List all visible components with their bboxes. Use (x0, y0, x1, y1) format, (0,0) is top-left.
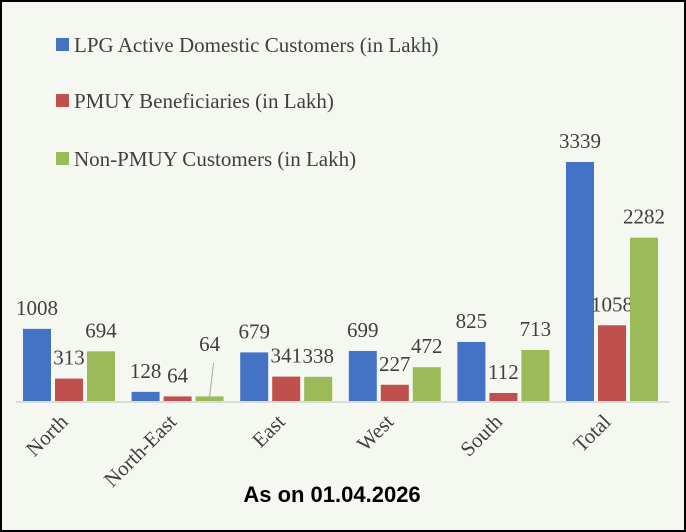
data-label: 112 (488, 360, 519, 384)
legend-swatch (56, 94, 69, 107)
bar (412, 367, 441, 401)
x-tick-label: Total (568, 409, 615, 456)
bar (131, 391, 160, 401)
legend-entry: LPG Active Domestic Customers (in Lakh) (56, 32, 476, 58)
bar (489, 392, 518, 401)
data-label: 472 (411, 334, 443, 358)
x-tick-label: West (352, 409, 398, 455)
bar (55, 378, 83, 401)
data-label: 699 (347, 318, 379, 342)
data-label: 694 (85, 318, 117, 342)
data-label: 825 (456, 309, 488, 333)
data-label: 1008 (16, 296, 58, 320)
bar (380, 384, 409, 401)
x-tick-label: North (21, 409, 73, 461)
bar (87, 351, 115, 401)
data-label: 1058 (591, 292, 633, 316)
legend-swatch (56, 152, 69, 165)
bar (521, 349, 550, 401)
bar (348, 350, 377, 401)
bar (195, 396, 224, 401)
legend-label: Non-PMUY Customers (in Lakh) (74, 147, 357, 171)
legend-swatch (56, 38, 69, 51)
bar (23, 328, 51, 401)
bar (457, 341, 486, 401)
bar (272, 376, 301, 401)
legend-entry: Non-PMUY Customers (in Lakh) (56, 146, 476, 172)
x-tick-label: North-East (99, 409, 181, 491)
bar (566, 162, 594, 401)
data-label: 64 (167, 363, 189, 387)
data-label: 64 (199, 332, 221, 356)
data-label: 227 (379, 352, 411, 376)
data-label: 713 (520, 317, 552, 341)
leader-line (209, 362, 215, 397)
x-tick-label: South (455, 409, 507, 461)
data-label: 128 (130, 359, 162, 383)
bar (598, 325, 626, 401)
data-label: 338 (302, 344, 334, 368)
legend-label: LPG Active Domestic Customers (in Lakh) (74, 33, 439, 57)
legend-entry: PMUY Beneficiaries (in Lakh) (56, 88, 476, 114)
legend-label: PMUY Beneficiaries (in Lakh) (74, 89, 334, 113)
x-tick-label: East (247, 409, 290, 452)
data-label: 313 (53, 346, 85, 370)
data-label: 341 (270, 344, 302, 368)
bar (304, 376, 333, 401)
data-label: 3339 (559, 129, 601, 153)
annotation: As on 01.04.2026 (243, 482, 421, 507)
bar (630, 237, 658, 401)
bar (163, 396, 192, 401)
bar (240, 352, 269, 401)
data-label: 2282 (623, 205, 665, 229)
data-label: 679 (238, 319, 270, 343)
